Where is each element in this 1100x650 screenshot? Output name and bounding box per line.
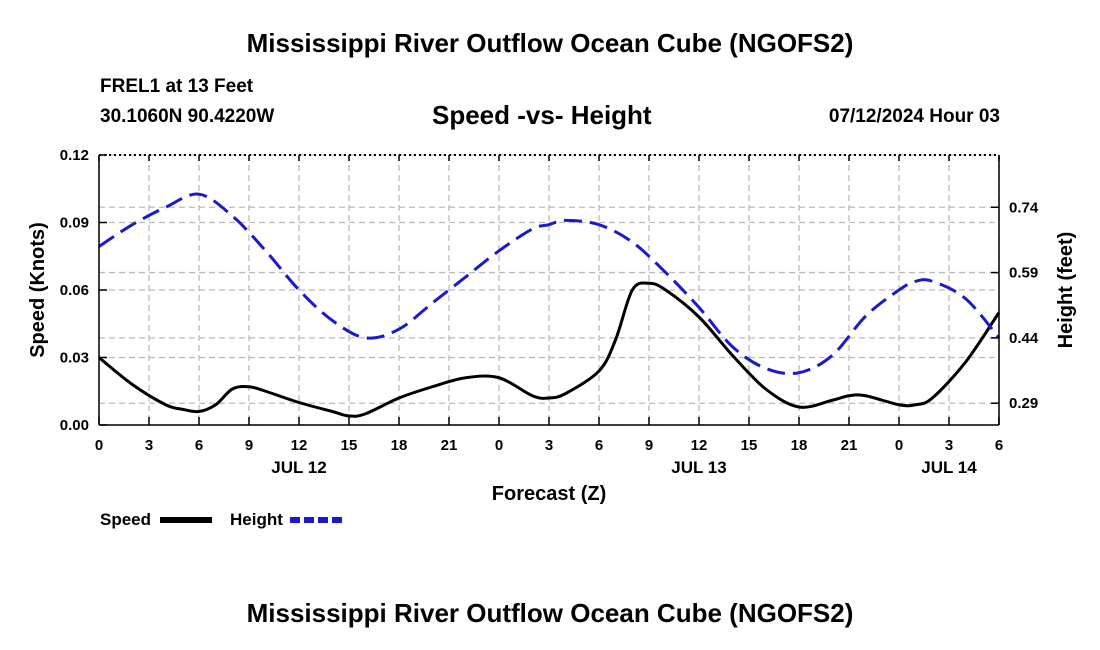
series-lines (98, 192, 1001, 418)
x-tick-label: 12 (291, 437, 308, 454)
x-tick-label: 21 (441, 437, 458, 454)
y-tick-label: 0.12 (60, 147, 89, 164)
grid-lines (98, 154, 1000, 426)
x-tick-label: 6 (995, 437, 1003, 454)
y-tick-label: 0.09 (60, 215, 89, 232)
x-tick-label: 3 (145, 437, 153, 454)
chart-subtitle: Speed -vs- Height (432, 100, 652, 130)
x-tick-label: 18 (791, 437, 808, 454)
x-tick-label: 9 (645, 437, 653, 454)
x-tick-label: 0 (495, 437, 503, 454)
footer-title: Mississippi River Outflow Ocean Cube (NG… (246, 598, 854, 628)
x-tick-label: 0 (895, 437, 903, 454)
tick-labels: 0 3 6 9 12 15 18 21 0 3 6 9 12 15 18 21 0 3 6 0.00 0.03 0.06 0… (60, 147, 1039, 477)
x-tick-label: 18 (391, 437, 408, 454)
station-name: FREL1 at 13 Feet (100, 76, 254, 97)
y-axis-label: Speed (Knots) (27, 222, 49, 358)
y2-tick-label: 0.59 (1009, 265, 1038, 282)
x-tick-label: 15 (741, 437, 758, 454)
date-label: JUL 14 (921, 458, 977, 477)
y2-tick-label: 0.29 (1009, 395, 1038, 412)
x-tick-label: 21 (841, 437, 858, 454)
date-label: JUL 13 (671, 458, 726, 477)
x-tick-label: 0 (95, 437, 103, 454)
chart-title: Mississippi River Outflow Ocean Cube (NG… (246, 28, 854, 58)
x-tick-label: 3 (945, 437, 953, 454)
x-tick-label: 6 (595, 437, 603, 454)
x-tick-label: 6 (195, 437, 203, 454)
x-tick-label: 3 (545, 437, 553, 454)
y-tick-label: 0.00 (60, 417, 89, 434)
y2-axis-label: Height (feet) (1055, 232, 1077, 349)
axes (98, 154, 1000, 426)
x-tick-label: 15 (341, 437, 358, 454)
date-label: JUL 12 (271, 458, 326, 477)
speed-series-line (98, 281, 1001, 418)
station-coordinates: 30.1060N 90.4220W (100, 106, 275, 127)
forecast-datetime: 07/12/2024 Hour 03 (828, 106, 1000, 127)
legend: Speed Height (100, 510, 342, 529)
height-series-line (98, 192, 1001, 376)
y2-tick-label: 0.74 (1009, 199, 1039, 216)
y-tick-label: 0.06 (60, 282, 89, 299)
legend-height-label: Height (230, 510, 283, 529)
x-tick-label: 9 (245, 437, 253, 454)
x-tick-label: 12 (691, 437, 708, 454)
x-axis-label: Forecast (Z) (492, 483, 606, 505)
legend-speed-label: Speed (100, 510, 151, 529)
y2-tick-label: 0.44 (1009, 330, 1039, 347)
y-tick-label: 0.03 (60, 350, 89, 367)
